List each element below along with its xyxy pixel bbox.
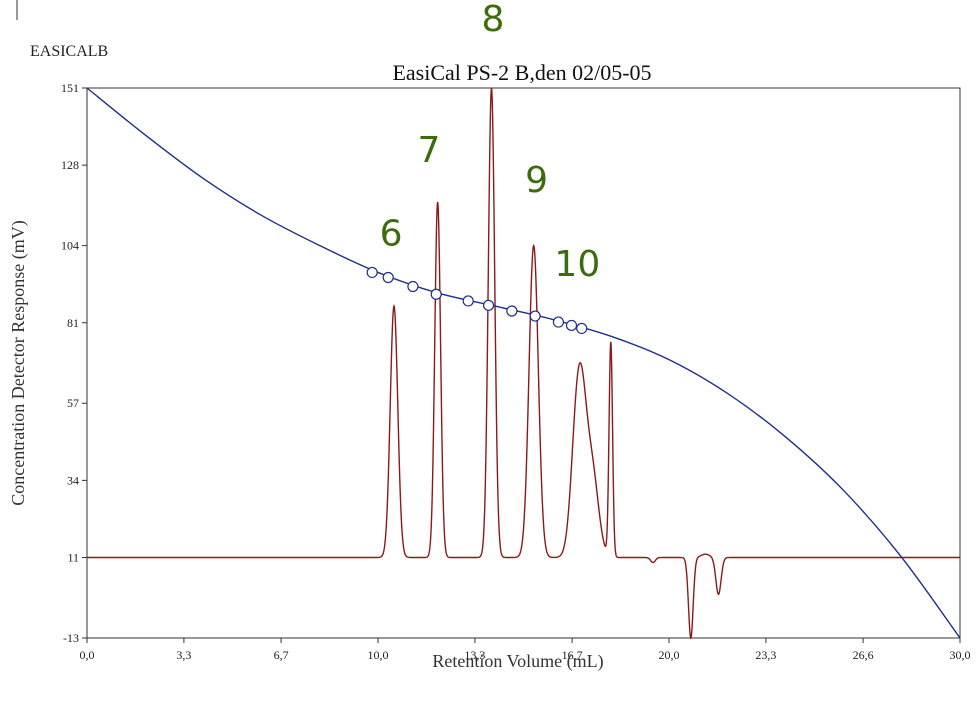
x-tick-label: 26,6 [853,648,874,662]
y-tick-label: -13 [63,631,79,645]
y-tick-label: 57 [67,396,79,410]
x-tick-label: 10,0 [368,648,389,662]
calibration-point [565,319,578,332]
chart-title: EasiCal PS-2 B,den 02/05-05 [392,60,651,85]
calibration-point [462,295,474,307]
x-tick-label: 23,3 [755,648,776,662]
y-tick-label: 34 [67,473,79,487]
peak-label: 10 [554,244,600,285]
calibration-point [506,305,518,317]
x-tick-label: 6,7 [274,648,289,662]
x-tick-label: 16,7 [562,648,583,662]
peak-label: 8 [481,0,504,40]
series-layer [86,87,961,640]
x-tick-label: 30,0 [950,648,971,662]
chromatogram-line [87,87,960,640]
calibration-point [407,280,419,293]
calibration-point [430,288,442,300]
y-tick-label: 81 [67,316,79,330]
peak-label: 7 [417,130,440,171]
x-tick-label: 3,3 [176,648,191,662]
x-axis-title: Retention Volume (mL) [432,651,603,672]
calibration-point [366,266,378,279]
y-tick-label: 11 [67,551,79,565]
x-axis: 0,0 3,3 6,7 10,0 13,3 16,7 20,0 23,3 26,6 30,0 [80,638,971,662]
y-tick-label: 151 [61,81,79,95]
y-axis-title: Concentration Detector Response (mV) [8,220,29,505]
peak-label: 9 [525,160,548,201]
calibration-point [482,299,495,311]
peak-label: 6 [380,214,403,255]
y-tick-label: 104 [61,239,79,253]
calibration-point [552,316,565,328]
x-tick-label: 20,0 [659,648,680,662]
calibration-point [529,310,541,322]
y-tick-label: 128 [61,158,79,172]
plot-area [86,87,961,639]
x-tick-label: 0,0 [80,648,95,662]
x-tick-label: 13,3 [464,648,485,662]
corner-label: EASICALB [30,43,108,60]
calibration-point [576,322,588,335]
y-axis: -13 11 34 57 81 104 128 151 [61,81,87,645]
peak-labels: 6 7 8 9 10 [380,0,601,285]
calibration-point [382,271,394,284]
